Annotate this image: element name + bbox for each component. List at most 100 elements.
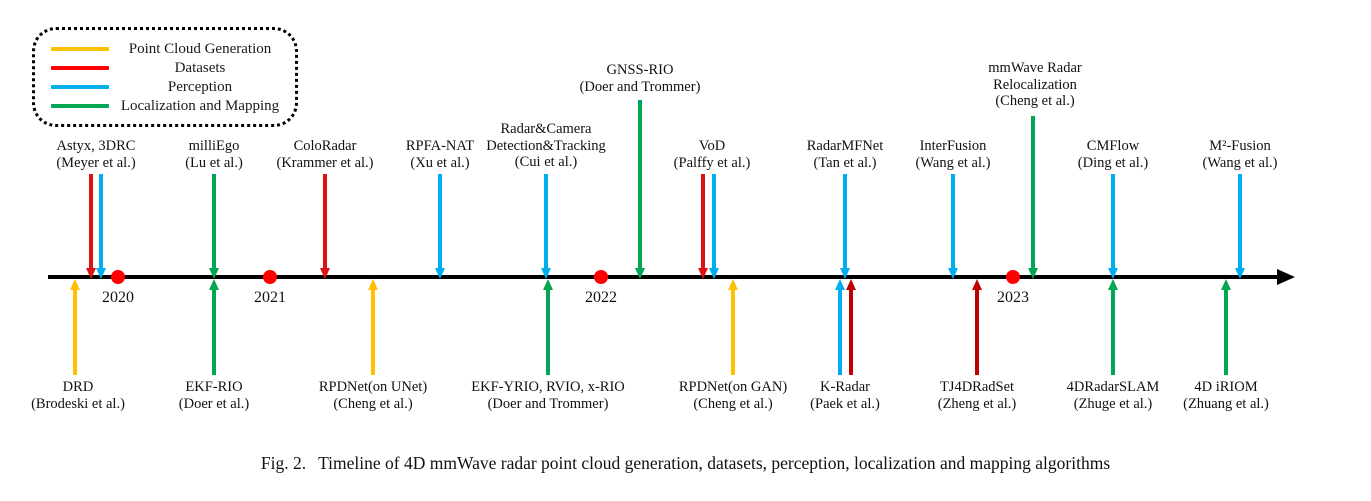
event-label: M²-Fusion (Wang et al.): [1203, 138, 1278, 171]
year-label: 2021: [254, 289, 286, 306]
event-label: CMFlow (Ding et al.): [1078, 138, 1148, 171]
event-arrow: [544, 174, 548, 269]
event-label: RPFA-NAT (Xu et al.): [406, 138, 474, 171]
event-label-line: (Wang et al.): [915, 154, 991, 171]
event-arrow-head-icon: [319, 268, 330, 279]
event-label-line: (Brodeski et al.): [31, 395, 125, 412]
event-label: TJ4DRadSet (Zheng et al.): [938, 379, 1017, 412]
event-arrow-head-icon: [434, 268, 445, 279]
event-label: GNSS-RIO (Doer and Trommer): [580, 62, 701, 95]
event-arrow-head-icon: [834, 279, 845, 290]
event-label: VoD (Palffy et al.): [674, 138, 751, 171]
year-marker-dot: [594, 270, 608, 284]
event-arrow-head-icon: [697, 268, 708, 279]
event-arrow: [701, 174, 705, 269]
legend-item-label: Datasets: [174, 59, 226, 76]
event-label-line: (Doer and Trommer): [487, 395, 609, 412]
event-label-line: (Zhuge et al.): [1073, 395, 1153, 412]
event-arrow: [371, 289, 375, 375]
legend-item: Perception: [39, 77, 291, 96]
event-label-line: (Cheng et al.): [333, 395, 413, 412]
figure-caption-text: Timeline of 4D mmWave radar point cloud …: [318, 453, 1111, 473]
event-arrow: [731, 289, 735, 375]
event-label: DRD (Brodeski et al.): [31, 379, 125, 412]
event-arrow: [1031, 116, 1035, 269]
year-marker-dot: [111, 270, 125, 284]
event-arrow: [73, 289, 77, 375]
event-arrow-head-icon: [69, 279, 80, 290]
event-arrow-head-icon: [845, 279, 856, 290]
event-arrow: [849, 289, 853, 375]
event-label-line: (Krammer et al.): [276, 154, 374, 171]
event-label-line: (Wang et al.): [1202, 154, 1278, 171]
event-label-line: CMFlow: [1086, 138, 1140, 154]
event-label: RadarMFNet (Tan et al.): [807, 138, 884, 171]
event-label: RPDNet(on UNet) (Cheng et al.): [319, 379, 427, 412]
legend-item: Datasets: [39, 58, 291, 77]
event-label-line: Radar&Camera: [500, 121, 592, 137]
event-arrow-head-icon: [1027, 268, 1038, 279]
event-label-line: M²-Fusion: [1209, 138, 1271, 154]
event-label-line: K-Radar: [820, 379, 870, 395]
event-arrow: [1238, 174, 1242, 269]
event-arrow-head-icon: [208, 279, 219, 290]
blue-line-swatch-icon: [51, 84, 109, 89]
year-label: 2020: [102, 289, 134, 306]
event-arrow: [212, 289, 216, 375]
event-arrow-head-icon: [542, 279, 553, 290]
event-arrow-head-icon: [634, 268, 645, 279]
event-arrow-head-icon: [208, 268, 219, 279]
event-arrow: [843, 174, 847, 269]
year-label: 2023: [997, 289, 1029, 306]
event-label: EKF-RIO (Doer et al.): [179, 379, 249, 412]
event-label-line: RPDNet(on UNet): [318, 379, 428, 395]
legend-box: Point Cloud Generation Datasets Perception…: [32, 27, 298, 127]
event-label-line: EKF-YRIO, RVIO, x-RIO: [471, 379, 625, 395]
event-label-line: 4DRadarSLAM: [1066, 379, 1160, 395]
event-label: Radar&Camera Detection&Tracking (Cui et al…: [486, 121, 605, 171]
event-arrow: [1111, 174, 1115, 269]
event-arrow-head-icon: [971, 279, 982, 290]
event-label-line: (Tan et al.): [813, 154, 877, 171]
legend-item: Localization and Mapping: [39, 96, 291, 115]
event-arrow: [975, 289, 979, 375]
event-label-line: (Cheng et al.): [995, 93, 1075, 109]
figure-caption: Fig. 2. Timeline of 4D mmWave radar point…: [0, 453, 1371, 474]
event-arrow-head-icon: [708, 268, 719, 279]
event-label: K-Radar (Paek et al.): [810, 379, 880, 412]
event-label: InterFusion (Wang et al.): [916, 138, 991, 171]
event-label-line: (Cheng et al.): [693, 395, 773, 412]
event-label-line: milliEgo: [188, 138, 240, 154]
event-label-line: VoD: [698, 138, 726, 154]
figure-number: Fig. 2.: [260, 453, 307, 473]
event-label-line: (Zheng et al.): [937, 395, 1017, 412]
event-label-line: Astyx, 3DRC: [56, 138, 136, 154]
gold-line-swatch-icon: [51, 46, 109, 51]
event-arrow: [438, 174, 442, 269]
event-label-line: (Paek et al.): [810, 395, 880, 412]
event-label-line: Detection&Tracking: [486, 137, 606, 154]
event-label: milliEgo (Lu et al.): [185, 138, 243, 171]
event-label-line: (Ding et al.): [1077, 154, 1149, 171]
event-label-line: (Doer and Trommer): [579, 78, 701, 95]
event-arrow-head-icon: [1234, 268, 1245, 279]
event-arrow: [546, 289, 550, 375]
legend-item-label: Perception: [167, 78, 233, 95]
event-arrow-head-icon: [947, 268, 958, 279]
legend-item-label: Localization and Mapping: [120, 97, 280, 114]
event-label-line: mmWave Radar: [988, 60, 1082, 76]
event-label-line: RPDNet(on GAN): [678, 379, 788, 395]
event-label-line: (Meyer et al.): [56, 154, 136, 171]
event-arrow: [89, 174, 93, 269]
event-arrow-head-icon: [367, 279, 378, 290]
event-arrow: [212, 174, 216, 269]
event-label-line: RadarMFNet: [806, 138, 884, 154]
event-label-line: RPFA-NAT: [405, 138, 475, 154]
event-arrow: [323, 174, 327, 269]
legend-item-label: Point Cloud Generation: [128, 40, 272, 57]
timeline-line: [48, 275, 1278, 279]
event-label-line: (Cui et al.): [514, 154, 578, 170]
event-label-line: InterFusion: [919, 138, 987, 154]
event-arrow-head-icon: [727, 279, 738, 290]
